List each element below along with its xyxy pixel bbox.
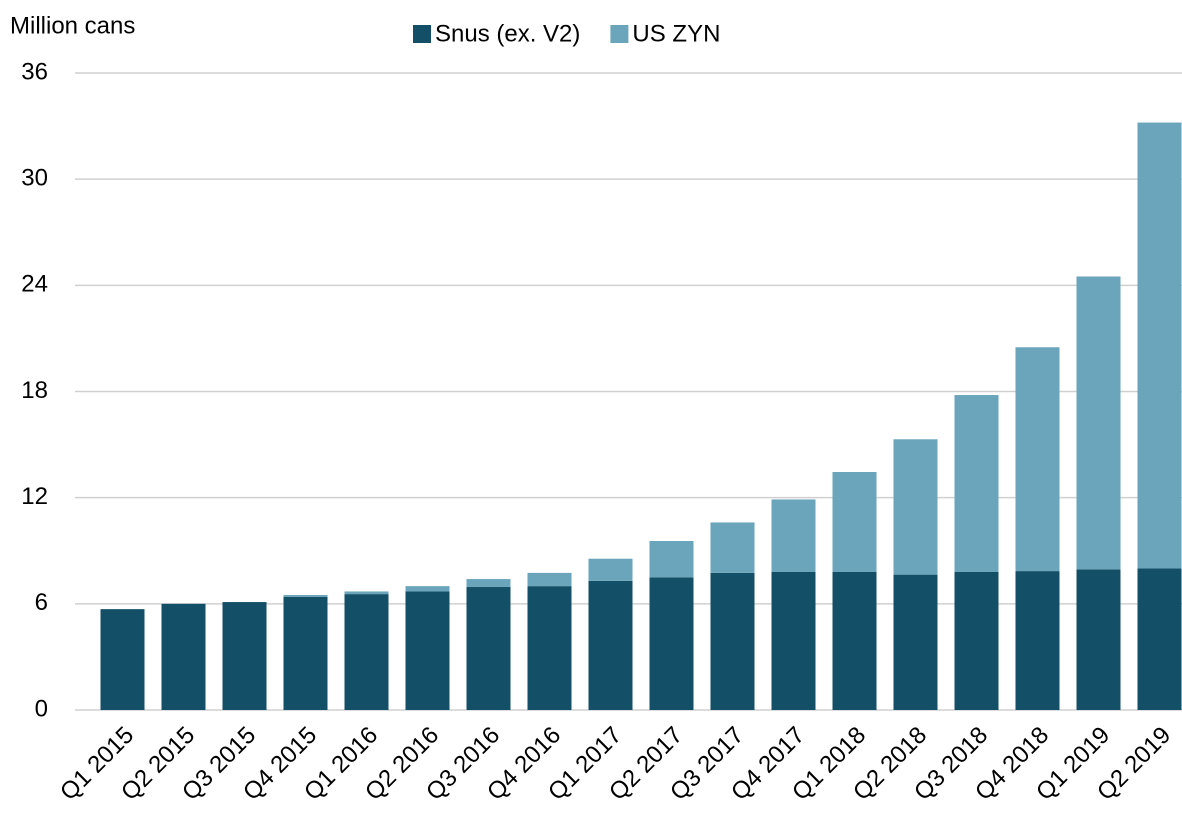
bar-segment bbox=[771, 571, 816, 710]
y-tick-label: 0 bbox=[35, 695, 48, 722]
legend-swatch bbox=[413, 25, 431, 43]
bar-segment bbox=[1076, 569, 1121, 710]
bar-segment bbox=[710, 522, 755, 573]
bar-segment bbox=[1015, 347, 1060, 572]
bar-segment bbox=[222, 602, 267, 710]
y-tick-label: 36 bbox=[21, 58, 48, 85]
y-tick-label: 24 bbox=[21, 271, 48, 298]
bar-segment bbox=[405, 591, 450, 710]
bar-segment bbox=[832, 571, 877, 710]
bar-segment bbox=[527, 586, 572, 710]
bar-segment bbox=[405, 586, 450, 592]
bar-segment bbox=[466, 587, 511, 710]
legend-label: Snus (ex. V2) bbox=[435, 20, 580, 47]
bar-segment bbox=[1076, 276, 1121, 570]
bar-segment bbox=[100, 609, 145, 710]
y-tick-label: 6 bbox=[35, 589, 48, 616]
bar-segment bbox=[893, 439, 938, 575]
bar-segment bbox=[649, 541, 694, 578]
bar-segment bbox=[588, 558, 633, 581]
bar-segment bbox=[1137, 568, 1182, 710]
bar-segment bbox=[1015, 571, 1060, 710]
bar-segment bbox=[283, 596, 328, 710]
y-axis-label: Million cans bbox=[10, 12, 135, 39]
bar-segment bbox=[893, 574, 938, 710]
y-tick-label: 30 bbox=[21, 165, 48, 192]
bar-segment bbox=[161, 603, 206, 710]
y-tick-label: 12 bbox=[21, 483, 48, 510]
bar-segment bbox=[344, 591, 389, 595]
bar-segment bbox=[954, 395, 999, 572]
bar-segment bbox=[832, 472, 877, 572]
legend-label: US ZYN bbox=[632, 20, 720, 47]
bar-segment bbox=[588, 580, 633, 710]
legend-swatch bbox=[610, 25, 629, 43]
bar-segment bbox=[466, 579, 511, 588]
bar-segment bbox=[649, 577, 694, 710]
bar-segment bbox=[954, 571, 999, 710]
bar-segment bbox=[1137, 122, 1182, 569]
bar-segment bbox=[283, 594, 328, 597]
y-tick-label: 18 bbox=[21, 377, 48, 404]
bar-segment bbox=[771, 499, 816, 572]
bar-segment bbox=[344, 594, 389, 710]
bar-segment bbox=[527, 572, 572, 587]
bar-segment bbox=[710, 572, 755, 710]
